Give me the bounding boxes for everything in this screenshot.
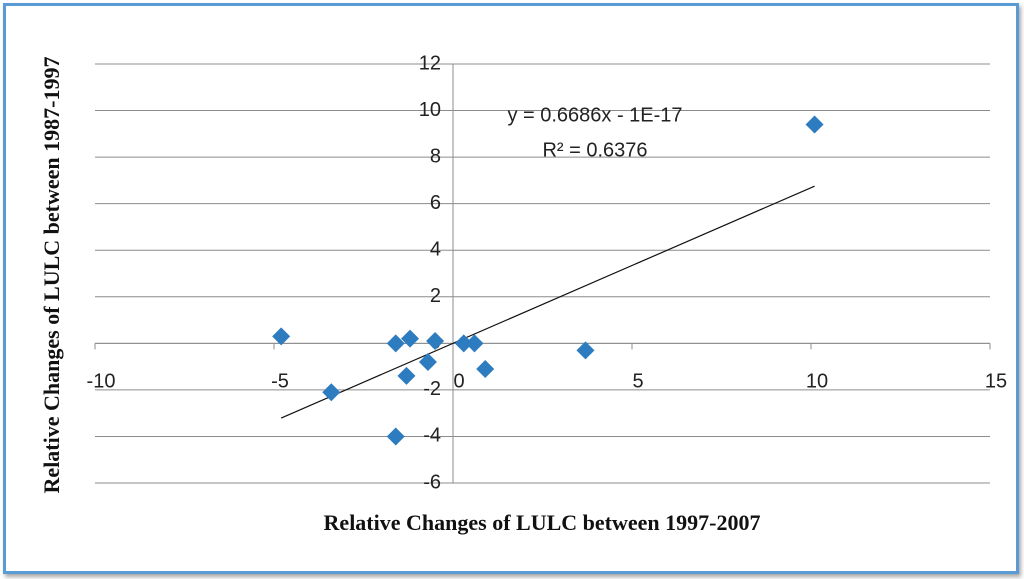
point: [805, 115, 824, 134]
x-axis-title: Relative Changes of LULC between 1997-20…: [323, 510, 761, 535]
y-tick-label: 2: [430, 285, 441, 307]
x-tick-label: 10: [806, 371, 828, 393]
y-tick-label: 8: [430, 145, 441, 167]
point: [576, 341, 595, 360]
trendline-equation: y = 0.6686x - 1E-17: [507, 104, 682, 126]
y-tick-label: 6: [430, 192, 441, 214]
point: [454, 334, 473, 353]
y-tick-label: -4: [423, 425, 441, 447]
y-tick-label: -6: [423, 471, 441, 493]
x-tick-label: -10: [87, 371, 116, 393]
x-tick-label: 0: [453, 371, 464, 393]
point: [401, 329, 420, 348]
point: [272, 327, 291, 346]
y-axis-title: Relative Changes of LULC between 1987-19…: [39, 56, 64, 494]
trendline-r-squared: R² = 0.6376: [542, 139, 647, 161]
point: [476, 359, 495, 378]
y-tick-label: 12: [419, 52, 441, 74]
point: [386, 334, 405, 353]
trendline: [280, 185, 815, 419]
point: [465, 334, 484, 353]
point: [397, 366, 416, 385]
y-tick-label: -2: [423, 378, 441, 400]
chart-frame: [3, 3, 1019, 574]
y-tick-label: 4: [430, 239, 441, 261]
point: [426, 332, 445, 351]
point: [386, 427, 405, 446]
point: [322, 383, 341, 402]
y-tick-label: 10: [419, 99, 441, 121]
point: [418, 352, 437, 371]
x-tick-label: -5: [271, 371, 289, 393]
x-tick-label: 15: [985, 371, 1007, 393]
x-tick-label: 5: [632, 371, 643, 393]
